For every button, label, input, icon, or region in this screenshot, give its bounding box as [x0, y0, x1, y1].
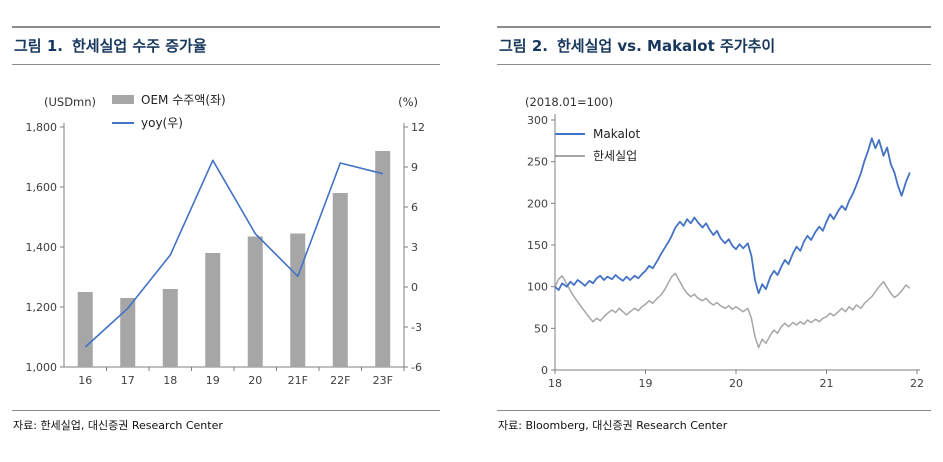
legend-label-yoy: yoy(우) — [141, 116, 183, 130]
axis-tick-label: 50 — [534, 322, 548, 335]
order-growth-bar-line-chart: 1,800 1,600 1,400 1,200 1,000 12 9 6 3 0 -3 -6 16 17 1… — [26, 121, 426, 387]
legend-label-hansae: 한세실업 — [593, 149, 638, 163]
axis-tick-label: 6 — [411, 201, 418, 214]
axis-tick-label: 250 — [527, 156, 548, 169]
axis-tick-label: 22 — [910, 377, 924, 390]
axis-tick-label: 12 — [411, 121, 425, 134]
figure1-legend: OEM 수주액(좌) yoy(우) — [112, 91, 226, 137]
oem-order-bar-17 — [120, 298, 136, 367]
legend-item-yoy: yoy(우) — [112, 114, 226, 131]
legend-item-oem-orders: OEM 수주액(좌) — [112, 91, 226, 108]
figure2-chart-area: (2018.01=100) Makalot 한세실업 300 250 200 150 1… — [497, 65, 931, 410]
axis-tick-label: 3 — [411, 241, 418, 254]
axis-tick-label: 21 — [820, 377, 834, 390]
right-axis-unit-label: (%) — [398, 95, 418, 109]
legend-label-makalot: Makalot — [593, 127, 641, 141]
axis-tick-label: 1,000 — [26, 361, 58, 374]
figure2-source-note: 자료: Bloomberg, 대신증권 Research Center — [497, 410, 931, 433]
yoy-line — [84, 159, 383, 348]
stock-price-line-chart: 300 250 200 150 100 50 018 19 20 21 22 — [527, 114, 924, 390]
axis-tick-label: 17 — [121, 374, 135, 387]
axis-tick-label: 18 — [548, 377, 562, 390]
figure1-number: 그림 1. — [14, 37, 63, 55]
figure1-header: 그림 1. 한세실업 수주 증가율 — [12, 26, 440, 65]
hansae-line — [554, 272, 911, 349]
axis-tick-label: 0 — [541, 364, 548, 377]
figure1-title: 한세실업 수주 증가율 — [71, 37, 207, 55]
axis-tick-label: -3 — [411, 321, 422, 334]
oem-order-bar-19 — [205, 253, 221, 367]
axis-tick-label: 19 — [639, 377, 653, 390]
oem-order-bar-22F — [332, 193, 348, 367]
axis-tick-label: 16 — [78, 374, 92, 387]
oem-order-bar-23F — [375, 151, 391, 367]
axis-tick-label: 9 — [411, 161, 418, 174]
left-axis-unit-label: (USDmn) — [44, 95, 97, 109]
axis-tick-label: 22F — [330, 374, 350, 387]
hansae-line-swatch-icon — [555, 154, 585, 157]
axis-tick-label: 19 — [206, 374, 220, 387]
axis-tick-label: 200 — [527, 197, 548, 210]
index-base-note: (2018.01=100) — [525, 95, 614, 109]
axis-tick-label: 1,600 — [26, 181, 58, 194]
legend-item-hansae: 한세실업 — [555, 147, 640, 164]
makalot-line-swatch-icon — [555, 133, 585, 135]
figure1-source-note: 자료: 한세실업, 대신증권 Research Center — [12, 410, 440, 433]
figure2-legend: Makalot 한세실업 — [555, 127, 640, 170]
axis-tick-label: 20 — [729, 377, 743, 390]
axis-tick-label: 1,800 — [26, 121, 58, 134]
makalot-line — [554, 137, 911, 295]
legend-label-oem: OEM 수주액(좌) — [141, 93, 226, 107]
figure2-header: 그림 2. 한세실업 vs. Makalot 주가추이 — [497, 26, 931, 65]
axis-tick-label: 1,400 — [26, 241, 58, 254]
axis-tick-label: 21F — [288, 374, 308, 387]
axis-tick-label: -6 — [411, 361, 422, 374]
bar-swatch-icon — [112, 95, 134, 104]
axis-tick-label: 18 — [163, 374, 177, 387]
figure2-number: 그림 2. — [499, 37, 548, 55]
figure2-panel: 그림 2. 한세실업 vs. Makalot 주가추이 (2018.01=100)… — [497, 26, 931, 433]
figure1-panel: 그림 1. 한세실업 수주 증가율 (USDmn) OEM 수주액(좌) yoy(… — [12, 26, 440, 433]
oem-order-bar-20 — [247, 236, 263, 367]
axis-tick-label: 1,200 — [26, 301, 58, 314]
axis-tick-label: 150 — [527, 239, 548, 252]
oem-order-bar-18 — [162, 289, 178, 367]
axis-tick-label: 20 — [248, 374, 262, 387]
oem-order-bar-16 — [77, 292, 93, 367]
axis-tick-label: 0 — [411, 281, 418, 294]
axis-tick-label: 23F — [373, 374, 393, 387]
line-swatch-icon — [112, 121, 134, 124]
axis-tick-label: 100 — [527, 281, 548, 294]
legend-item-makalot: Makalot — [555, 127, 640, 141]
figure2-title: 한세실업 vs. Makalot 주가추이 — [556, 37, 776, 55]
figure1-chart-area: (USDmn) OEM 수주액(좌) yoy(우) (%) 1,800 1,600… — [12, 65, 440, 410]
oem-order-bar-21F — [290, 233, 306, 367]
axis-tick-label: 300 — [527, 114, 548, 127]
